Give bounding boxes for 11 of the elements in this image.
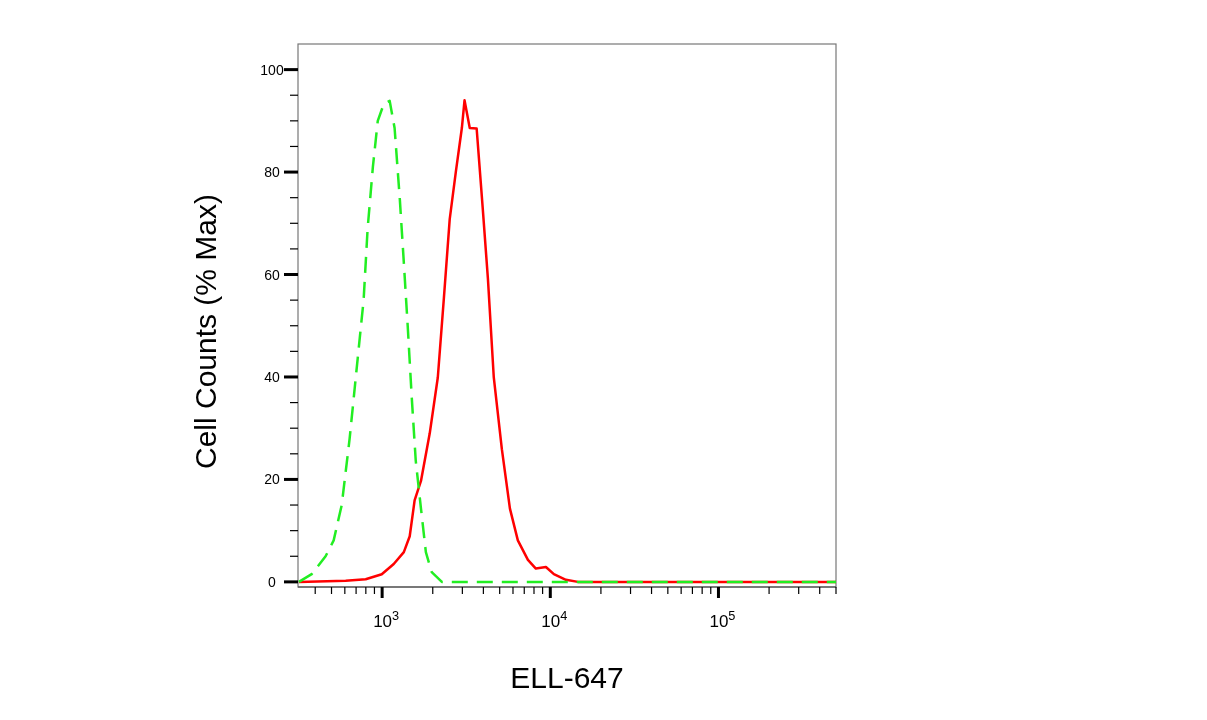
y-tick-label: 20 bbox=[264, 471, 280, 488]
y-tick-label: 60 bbox=[264, 266, 280, 283]
x-tick-label: 10$^{5}$ bbox=[709, 607, 736, 631]
x-axis-title: ELL-647 bbox=[510, 661, 624, 694]
x-tick-label: 10$^{3}$ bbox=[373, 607, 400, 631]
y-tick-label: 80 bbox=[264, 164, 280, 181]
y-tick-label: 0 bbox=[268, 573, 277, 590]
y-tick-label: 100 bbox=[260, 61, 284, 78]
y-tick-label: 40 bbox=[264, 368, 280, 385]
y-axis-title: Cell Counts (% Max) bbox=[189, 193, 222, 470]
x-tick-label: 10$^{4}$ bbox=[541, 607, 568, 631]
